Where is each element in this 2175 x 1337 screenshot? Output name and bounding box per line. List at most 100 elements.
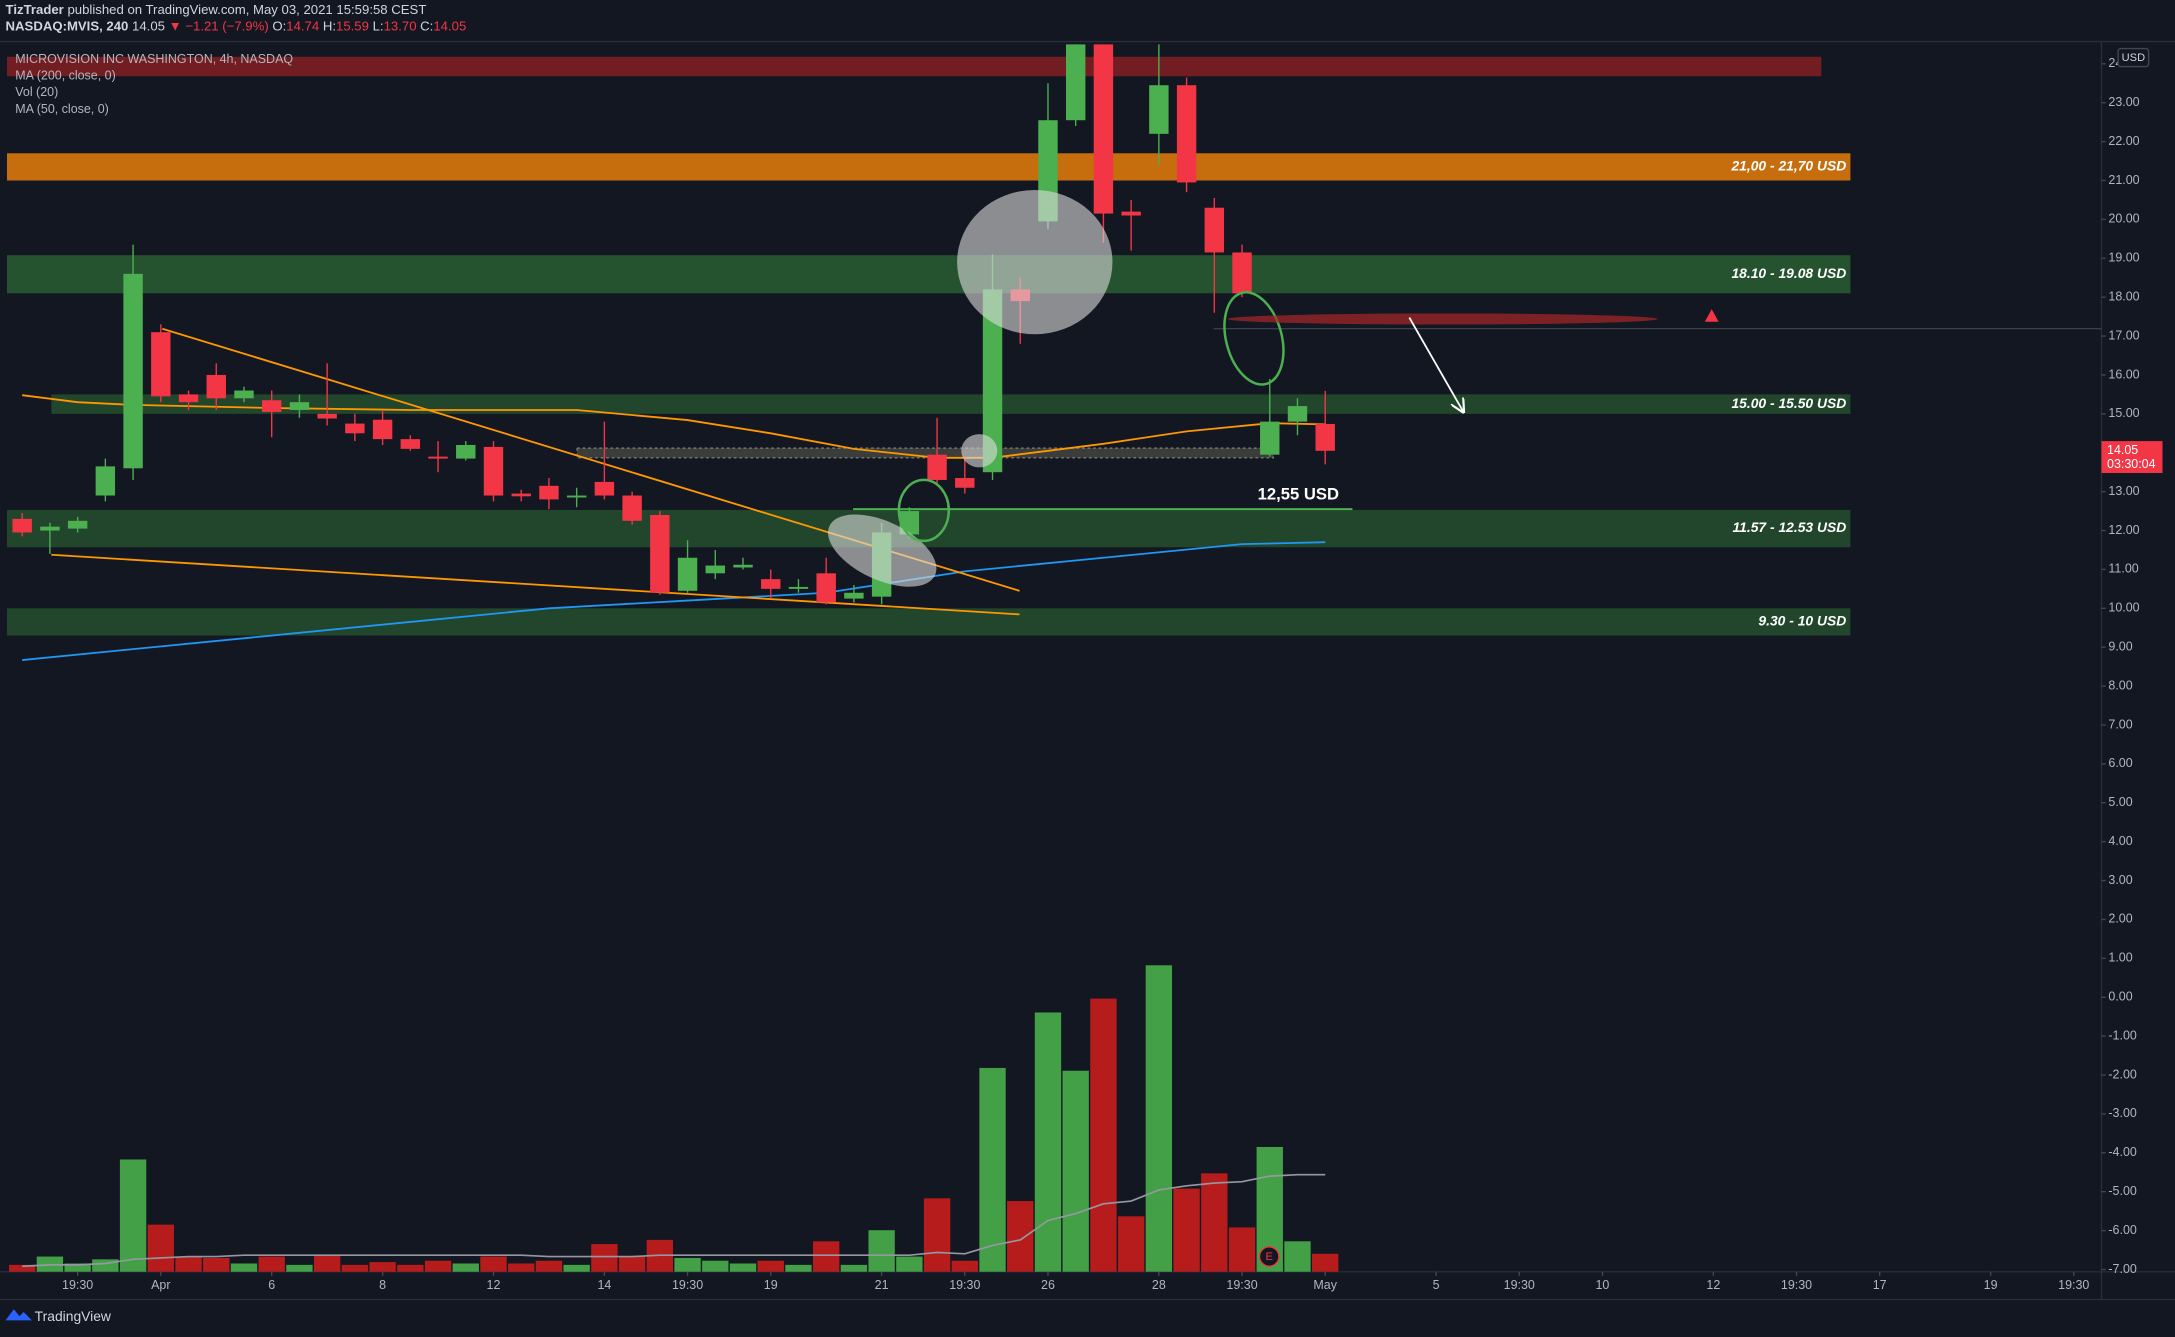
candle-body xyxy=(345,423,365,434)
x-tick-label: 5 xyxy=(1433,1278,1440,1292)
volume-bar xyxy=(1117,1216,1145,1272)
y-tick-label: -5.00 xyxy=(2108,1184,2136,1198)
y-tick-label: -6.00 xyxy=(2108,1223,2136,1237)
volume-bar xyxy=(258,1256,285,1272)
y-tick-label: 11.00 xyxy=(2108,562,2138,576)
currency-box[interactable] xyxy=(2117,47,2150,68)
x-tick-label: 17 xyxy=(1873,1278,1887,1292)
volume-bar xyxy=(979,1067,1006,1272)
volume-bar xyxy=(369,1262,396,1272)
volume-bar xyxy=(868,1230,895,1272)
candle-body xyxy=(178,394,199,403)
candle-body xyxy=(1287,406,1308,422)
volume-bar xyxy=(397,1264,424,1272)
brand[interactable]: TradingView xyxy=(35,1308,112,1324)
y-tick-label: 0.00 xyxy=(2108,990,2132,1004)
candle-body xyxy=(289,402,310,410)
price: 14.05 xyxy=(132,19,165,34)
candle-body xyxy=(151,332,171,397)
x-tick-label: 8 xyxy=(379,1278,386,1292)
candle-body xyxy=(594,481,615,496)
x-tick-label: 19 xyxy=(764,1278,778,1292)
y-tick-label: 8.00 xyxy=(2108,678,2132,692)
x-tick-label: 19:30 xyxy=(2058,1278,2089,1292)
candle-body xyxy=(372,419,393,440)
x-tick-label: 19:30 xyxy=(1504,1278,1535,1292)
volume-bar xyxy=(1145,965,1173,1272)
y-tick-label: 22.00 xyxy=(2108,134,2139,148)
y-tick-label: 5.00 xyxy=(2108,795,2132,809)
volume-bar xyxy=(64,1263,91,1272)
volume-bar xyxy=(591,1244,618,1272)
symbol: NASDAQ:MVIS, 240 xyxy=(6,19,129,34)
volume-bar xyxy=(813,1241,840,1272)
volume-bar xyxy=(203,1257,230,1272)
l-key: L: xyxy=(373,19,384,34)
y-tick-label: 20.00 xyxy=(2108,212,2139,226)
x-tick-label: 14 xyxy=(597,1278,611,1292)
y-tick-label: 4.00 xyxy=(2108,834,2132,848)
y-tick-label: 16.00 xyxy=(2108,367,2139,381)
volume-bar xyxy=(1034,1012,1062,1272)
y-tick-label: 19.00 xyxy=(2108,251,2139,265)
x-tick-label: 12 xyxy=(487,1278,501,1292)
candle-body xyxy=(511,493,531,497)
alert-icon xyxy=(1704,309,1719,322)
volume-bar xyxy=(175,1256,202,1272)
candle-body xyxy=(206,374,226,399)
volume-bar xyxy=(452,1263,479,1272)
volume-bar xyxy=(1090,998,1117,1272)
overlay: 24.0023.0022.0021.0020.0019.0018.0017.00… xyxy=(15,52,2163,1292)
candle-body xyxy=(927,454,947,480)
legend-entry: MICROVISION INC WASHINGTON, 4h, NASDAQ xyxy=(15,52,293,66)
candle-body xyxy=(1315,423,1335,451)
level-label: 12,55 USD xyxy=(1258,485,1339,504)
currency: USD xyxy=(2122,52,2145,64)
volume-bar xyxy=(230,1263,258,1272)
volume-bar xyxy=(147,1224,174,1272)
x-tick-label: 19:30 xyxy=(672,1278,703,1292)
y-tick-label: 6.00 xyxy=(2108,756,2132,770)
y-tick-label: 23.00 xyxy=(2108,95,2139,109)
x-tick-label: 10 xyxy=(1596,1278,1610,1292)
earnings-marker xyxy=(1258,1246,1280,1267)
brand-logo[interactable] xyxy=(5,1309,32,1321)
drawing-ellipse xyxy=(957,190,1113,335)
x-tick-label: 19:30 xyxy=(949,1278,980,1292)
volume-bar xyxy=(840,1264,868,1272)
volume-bar xyxy=(785,1264,812,1272)
y-tick-label: 18.00 xyxy=(2108,289,2139,303)
countdown: 03:30:04 xyxy=(2107,457,2156,471)
x-tick-label: 19:30 xyxy=(62,1278,93,1292)
x-tick-label: 6 xyxy=(268,1278,275,1292)
x-tick-label: 28 xyxy=(1152,1278,1166,1292)
y-tick-label: 15.00 xyxy=(2108,406,2139,420)
candle-body xyxy=(1176,85,1197,183)
volume-bar xyxy=(618,1256,646,1272)
x-tick-label: 19 xyxy=(1984,1278,1998,1292)
legend-entry: MA (50, close, 0) xyxy=(15,102,109,116)
y-tick-label: -1.00 xyxy=(2108,1028,2136,1042)
volume-bar xyxy=(951,1260,978,1272)
x-tick-label: May xyxy=(1313,1278,1337,1292)
plot-area: 21,00 - 21,70 USD 18.10 - 19.08 USD 15.00 … xyxy=(6,44,2102,1272)
volume-bar xyxy=(1173,1188,1200,1272)
legend-entry: MA (200, close, 0) xyxy=(15,69,116,83)
volume-bar xyxy=(9,1264,36,1272)
candle-body xyxy=(955,478,975,488)
price-zone xyxy=(6,153,1851,181)
candle-body xyxy=(650,514,670,593)
candle-body xyxy=(677,557,698,591)
y-tick-label: 13.00 xyxy=(2108,484,2139,498)
candle-body xyxy=(788,586,809,589)
candle-body xyxy=(400,439,421,449)
y-tick-label: 10.00 xyxy=(2108,601,2139,615)
candle-body xyxy=(705,565,725,574)
candle-body xyxy=(123,273,143,469)
x-tick-label: 19:30 xyxy=(1226,1278,1257,1292)
price-tag-label: 14.05 xyxy=(2107,443,2138,457)
moving-average xyxy=(22,541,1326,661)
y-tick-label: 7.00 xyxy=(2108,717,2132,731)
y-tick-label: -7.00 xyxy=(2108,1262,2136,1276)
